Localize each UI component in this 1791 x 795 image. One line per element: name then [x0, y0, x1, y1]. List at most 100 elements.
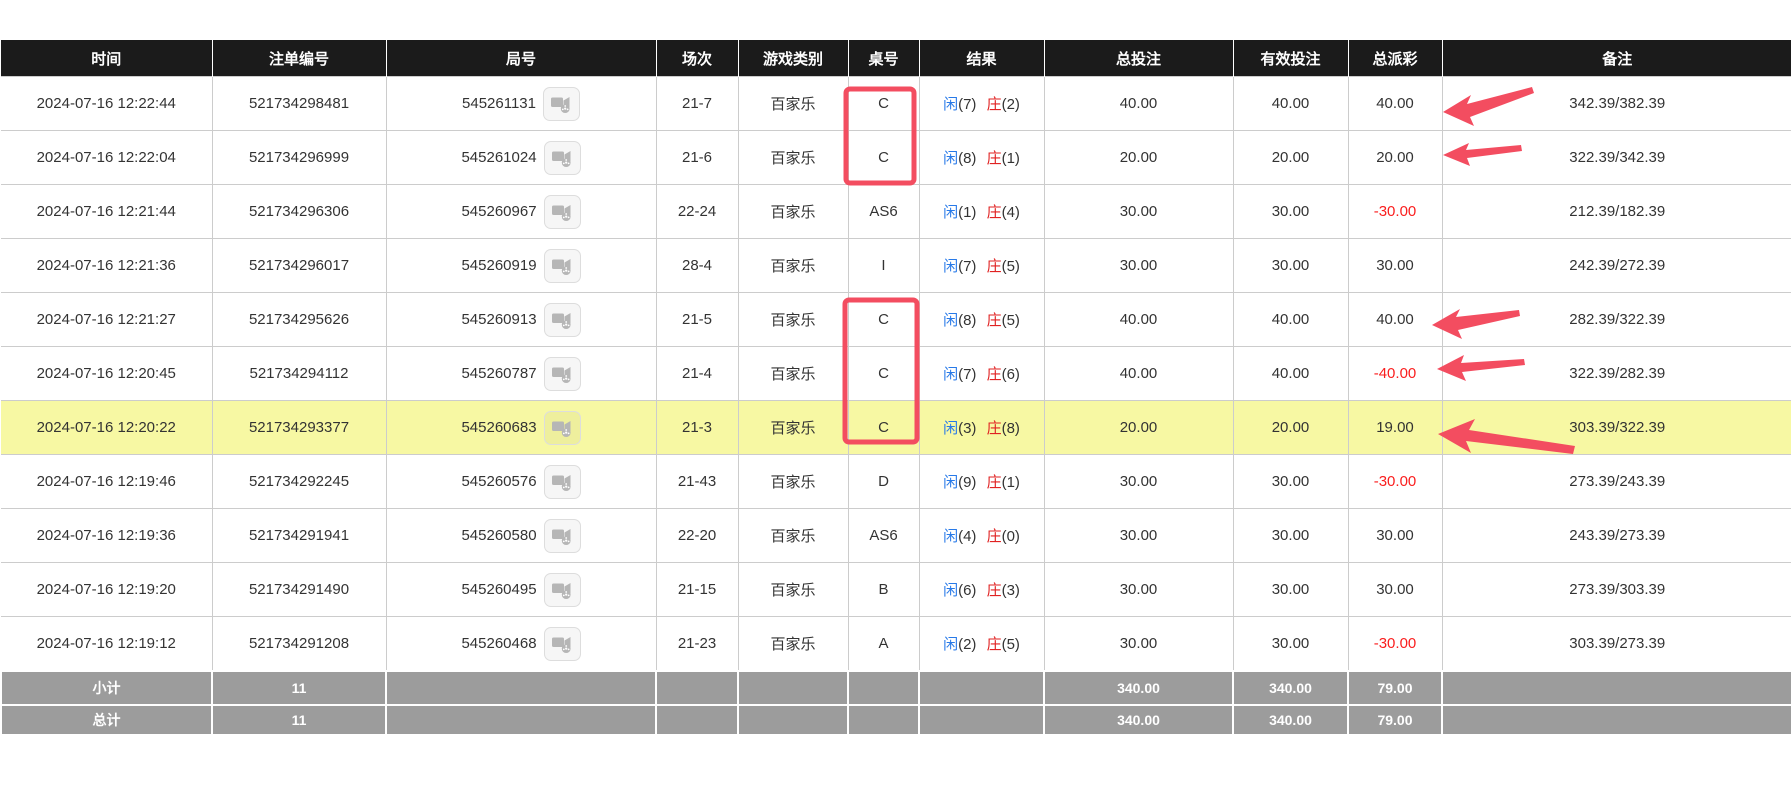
- remark-cell: 322.39/342.39: [1441, 130, 1791, 185]
- bet-id-cell: 521734295626: [211, 292, 387, 347]
- table-row[interactable]: 2024-07-16 12:22:44 521734298481 5452611…: [1, 76, 1791, 131]
- video-icon[interactable]: [543, 302, 581, 337]
- video-icon[interactable]: [543, 518, 581, 553]
- player-score: (7): [958, 366, 981, 383]
- grandtotal-empty-cell: [655, 704, 739, 736]
- video-icon[interactable]: [543, 248, 581, 283]
- subtotal-label: 小计: [0, 670, 213, 706]
- session-cell: 28-4: [655, 238, 739, 293]
- video-icon[interactable]: [543, 410, 581, 445]
- total-bet-cell[interactable]: 40.00: [1043, 346, 1234, 401]
- video-icon-glyph: [552, 258, 571, 275]
- remark-cell: 273.39/303.39: [1441, 562, 1791, 617]
- payout-cell: 30.00: [1347, 562, 1443, 617]
- total-bet-cell[interactable]: 30.00: [1043, 454, 1234, 509]
- time-cell: 2024-07-16 12:19:46: [1, 454, 213, 509]
- video-icon[interactable]: [542, 86, 580, 121]
- session-cell: 21-5: [655, 292, 739, 347]
- grandtotal-empty-cell: [385, 704, 657, 736]
- table-no-cell: I: [847, 238, 920, 293]
- video-icon-glyph: [552, 150, 571, 167]
- banker-score: (8): [1001, 420, 1020, 437]
- round-id: 545260495: [461, 581, 537, 598]
- time-cell: 2024-07-16 12:22:44: [1, 76, 213, 131]
- subtotal-count: 11: [211, 670, 387, 706]
- bet-id-cell: 521734291208: [211, 616, 387, 672]
- table-row[interactable]: 2024-07-16 12:21:36 521734296017 5452609…: [1, 238, 1791, 293]
- round-id: 545260967: [461, 203, 537, 220]
- total-bet-cell[interactable]: 20.00: [1043, 400, 1234, 455]
- bet-id-cell: 521734296306: [211, 184, 387, 239]
- time-cell: 2024-07-16 12:19:12: [1, 616, 213, 672]
- player-score: (8): [958, 150, 981, 167]
- player-score: (4): [958, 528, 981, 545]
- table-row[interactable]: 2024-07-16 12:21:44 521734296306 5452609…: [1, 184, 1791, 239]
- result-cell: 闲(6) 庄(3): [918, 562, 1045, 617]
- game-type-cell: 百家乐: [737, 130, 849, 185]
- time-cell: 2024-07-16 12:21:36: [1, 238, 213, 293]
- table-body: 2024-07-16 12:22:44 521734298481 5452611…: [1, 76, 1791, 672]
- player-score: (7): [958, 96, 981, 113]
- session-cell: 21-3: [655, 400, 739, 455]
- session-cell: 21-23: [655, 616, 739, 672]
- result-cell: 闲(8) 庄(1): [918, 130, 1045, 185]
- table-no-cell: AS6: [847, 184, 920, 239]
- banker-result: 庄: [986, 312, 1002, 329]
- table-row[interactable]: 2024-07-16 12:19:12 521734291208 5452604…: [1, 616, 1791, 672]
- round-id: 545260580: [461, 527, 537, 544]
- table-row[interactable]: 2024-07-16 12:19:36 521734291941 5452605…: [1, 508, 1791, 563]
- round-id: 545260919: [461, 257, 537, 274]
- player-score: (7): [958, 258, 981, 275]
- table-row[interactable]: 2024-07-16 12:21:27 521734295626 5452609…: [1, 292, 1791, 347]
- video-icon[interactable]: [543, 356, 581, 391]
- table-row[interactable]: 2024-07-16 12:20:45 521734294112 5452607…: [1, 346, 1791, 401]
- video-icon[interactable]: [543, 194, 581, 229]
- payout-cell: 30.00: [1347, 508, 1443, 563]
- player-score: (2): [958, 636, 981, 653]
- video-icon[interactable]: [543, 572, 581, 607]
- total-bet-cell[interactable]: 30.00: [1043, 238, 1234, 293]
- table-row[interactable]: 2024-07-16 12:19:46 521734292245 5452605…: [1, 454, 1791, 509]
- video-icon[interactable]: [543, 626, 581, 661]
- valid-bet-cell: 40.00: [1232, 76, 1349, 131]
- grandtotal-empty-cell: [918, 704, 1045, 736]
- total-bet-cell[interactable]: 30.00: [1043, 184, 1234, 239]
- column-header-2: 局号: [386, 40, 657, 77]
- table-no-cell: C: [847, 346, 920, 401]
- result-cell: 闲(4) 庄(0): [918, 508, 1045, 563]
- table-no-cell: C: [847, 400, 920, 455]
- result-cell: 闲(7) 庄(5): [918, 238, 1045, 293]
- player-result: 闲: [943, 150, 959, 167]
- total-bet-cell[interactable]: 30.00: [1043, 562, 1234, 617]
- table-row[interactable]: 2024-07-16 12:19:20 521734291490 5452604…: [1, 562, 1791, 617]
- banker-result: 庄: [986, 636, 1002, 653]
- total-bet-cell[interactable]: 30.00: [1043, 508, 1234, 563]
- table-row[interactable]: 2024-07-16 12:22:04 521734296999 5452610…: [1, 130, 1791, 185]
- remark-cell: 242.39/272.39: [1441, 238, 1791, 293]
- session-cell: 21-4: [655, 346, 739, 401]
- banker-result: 庄: [986, 366, 1002, 383]
- column-header-10: 备注: [1442, 40, 1791, 77]
- total-bet-cell[interactable]: 30.00: [1043, 616, 1234, 672]
- banker-result: 庄: [986, 96, 1002, 113]
- round-cell: 545260787: [385, 346, 657, 401]
- player-result: 闲: [943, 258, 959, 275]
- table-row[interactable]: 2024-07-16 12:20:22 521734293377 5452606…: [1, 400, 1791, 455]
- payout-cell: 40.00: [1347, 76, 1443, 131]
- player-result: 闲: [943, 582, 959, 599]
- video-icon-glyph: [552, 420, 571, 437]
- valid-bet-cell: 40.00: [1232, 346, 1349, 401]
- session-cell: 22-20: [655, 508, 739, 563]
- video-icon[interactable]: [543, 464, 581, 499]
- player-result: 闲: [943, 312, 959, 329]
- table-no-cell: AS6: [847, 508, 920, 563]
- session-cell: 21-15: [655, 562, 739, 617]
- total-bet-cell[interactable]: 40.00: [1043, 292, 1234, 347]
- banker-score: (5): [1001, 636, 1020, 653]
- total-bet-cell[interactable]: 40.00: [1043, 76, 1234, 131]
- game-type-cell: 百家乐: [737, 238, 849, 293]
- video-icon[interactable]: [543, 140, 581, 175]
- total-bet-cell[interactable]: 20.00: [1043, 130, 1234, 185]
- subtotal-payout: 79.00: [1347, 670, 1443, 706]
- result-cell: 闲(7) 庄(6): [918, 346, 1045, 401]
